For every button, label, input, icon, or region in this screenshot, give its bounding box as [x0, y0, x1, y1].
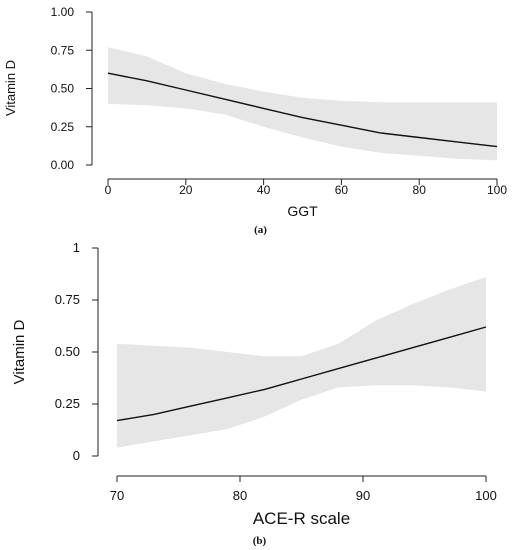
x-tick-label: 90 — [356, 488, 370, 503]
y-tick-label: 0.75 — [55, 292, 80, 307]
y-tick-label: 0.50 — [51, 82, 75, 96]
y-tick-label: 0.00 — [51, 158, 75, 172]
x-tick-label: 60 — [335, 183, 349, 197]
fitted-line — [116, 326, 487, 422]
y-tick-label: 1 — [73, 240, 80, 255]
x-tick-label: 0 — [105, 183, 112, 197]
y-tick-label: 0.75 — [51, 43, 75, 57]
x-tick-label: 100 — [487, 183, 507, 197]
x-axis-label: ACE-R scale — [253, 509, 350, 528]
x-tick-label: 40 — [257, 183, 271, 197]
fitted-line — [107, 72, 498, 148]
x-tick-label: 80 — [233, 488, 247, 503]
confidence-band — [108, 47, 497, 161]
y-tick-label: 0.25 — [51, 120, 75, 134]
confidence-band — [117, 277, 486, 448]
y-axis-label: Vitamin D — [11, 319, 28, 384]
x-tick-label: 80 — [413, 183, 427, 197]
panel-caption: (b) — [253, 535, 267, 547]
x-tick-label: 70 — [110, 488, 124, 503]
y-tick-label: 0.50 — [55, 344, 80, 359]
chart-panel-2: 0 0.25 0.50 0.75 1 70 80 90 100 ACE-R scale Vitami… — [11, 240, 497, 547]
y-tick-label: 0 — [73, 448, 80, 463]
x-axis-label: GGT — [287, 203, 318, 219]
chart-panel-1: 0.00 0.25 0.50 0.75 1.00 0 20 40 60 80 100 GGT Vitam… — [3, 5, 507, 236]
x-tick-label: 100 — [475, 488, 497, 503]
panel-caption: (a) — [254, 224, 267, 236]
y-tick-label: 0.25 — [55, 396, 80, 411]
y-tick-label: 1.00 — [51, 5, 75, 19]
y-axis-label: Vitamin D — [3, 60, 18, 116]
x-tick-label: 20 — [179, 183, 193, 197]
